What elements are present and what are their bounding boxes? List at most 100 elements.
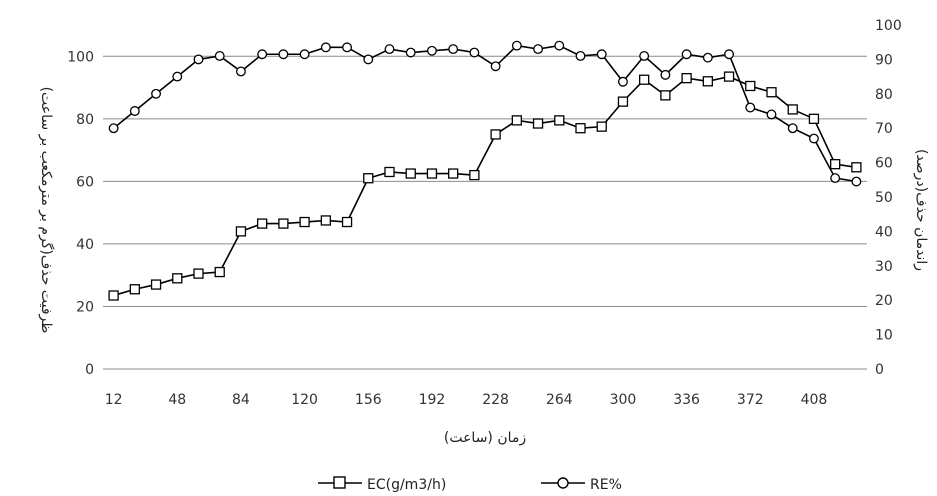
- data-point-square: [723, 71, 735, 82]
- data-point-circle: [766, 109, 777, 120]
- x-tick-label: 192: [419, 392, 446, 408]
- data-point-circle: [469, 47, 480, 58]
- y-right-tick-label: 80: [875, 87, 893, 103]
- x-tick-label: 84: [232, 392, 250, 408]
- data-point-square: [575, 123, 586, 134]
- data-point-circle: [320, 42, 331, 53]
- data-point-square: [851, 162, 862, 173]
- legend-item-re: RE%: [541, 477, 622, 493]
- data-point-square: [214, 266, 225, 278]
- x-tick-label: 408: [801, 392, 828, 408]
- data-point-circle: [384, 44, 395, 55]
- data-point-square: [341, 216, 353, 228]
- series-ec: [108, 71, 862, 301]
- data-point-circle: [490, 61, 501, 72]
- y-left-tick-labels: 0 20 40 60 80 100: [67, 49, 94, 378]
- x-tick-label: 48: [168, 392, 186, 408]
- data-point-circle: [702, 52, 713, 63]
- data-point-square: [490, 129, 501, 140]
- data-point-circle: [511, 40, 522, 51]
- data-point-square: [235, 226, 247, 237]
- x-tick-label: 156: [355, 392, 382, 408]
- legend-item-ec: EC(g/m3/h): [318, 476, 446, 493]
- series-layer: [108, 40, 862, 301]
- data-point-circle: [575, 51, 586, 61]
- data-point-circle: [151, 88, 162, 99]
- y-left-tick-label: 0: [85, 362, 94, 378]
- data-point-circle: [787, 123, 798, 134]
- data-point-square: [745, 80, 756, 92]
- data-point-square: [426, 168, 438, 179]
- data-point-square: [384, 166, 395, 178]
- y-right-tick-label: 60: [875, 156, 893, 172]
- y-right-tick-label: 0: [875, 362, 884, 378]
- data-point-circle: [129, 106, 140, 116]
- data-point-circle: [363, 54, 374, 65]
- data-point-square: [448, 168, 459, 179]
- data-point-square: [469, 169, 480, 181]
- data-point-circle: [172, 71, 183, 82]
- legend-circle-marker: [557, 477, 569, 489]
- data-point-circle: [851, 176, 862, 187]
- data-point-square: [702, 76, 713, 87]
- data-point-square: [193, 268, 204, 279]
- y-left-tick-label: 20: [76, 299, 94, 315]
- data-point-square: [660, 90, 671, 101]
- data-point-square: [320, 215, 331, 226]
- data-point-square: [681, 73, 692, 84]
- x-tick-label: 300: [610, 392, 637, 408]
- data-point-circle: [617, 76, 628, 87]
- data-point-square: [363, 173, 374, 184]
- data-point-circle: [808, 133, 819, 144]
- x-tick-label: 264: [546, 392, 573, 408]
- data-point-circle: [342, 42, 353, 53]
- data-point-square: [808, 113, 820, 124]
- y-right-tick-label: 90: [875, 52, 893, 68]
- data-point-circle: [426, 45, 437, 56]
- legend-label-ec: EC(g/m3/h): [367, 477, 446, 493]
- y-right-tick-label: 70: [875, 121, 893, 137]
- data-point-square: [278, 218, 289, 229]
- data-point-circle: [405, 47, 416, 58]
- data-point-square: [108, 290, 119, 301]
- data-point-circle: [554, 40, 565, 51]
- x-tick-label: 228: [482, 392, 509, 408]
- y-left-tick-label: 80: [76, 112, 94, 128]
- data-point-square: [554, 115, 565, 126]
- data-point-circle: [533, 44, 544, 55]
- data-point-square: [617, 96, 629, 107]
- data-point-square: [257, 218, 268, 229]
- data-point-circle: [235, 66, 246, 77]
- series-line: [113, 44, 857, 183]
- y-right-tick-label: 30: [875, 259, 893, 275]
- y-left-tick-label: 60: [76, 174, 94, 190]
- y-right-tick-label: 50: [875, 190, 893, 206]
- gridlines: [103, 55, 867, 307]
- legend-square-marker: [333, 476, 346, 489]
- x-tick-label: 336: [673, 392, 700, 408]
- y-right-axis-title: راندمان حذف(درصد): [913, 149, 929, 271]
- data-point-circle: [745, 102, 756, 113]
- y-right-tick-label: 20: [875, 293, 893, 309]
- series-re: [108, 40, 862, 187]
- x-tick-labels: 12 48 84 120 156 192 228 264 300 336 372 408: [105, 392, 828, 408]
- data-point-square: [299, 216, 310, 228]
- x-axis-title: زمان (ساعت): [444, 430, 526, 446]
- series-line: [113, 75, 857, 297]
- y-left-tick-label: 40: [76, 237, 94, 253]
- data-point-square: [766, 87, 777, 98]
- data-point-square: [172, 273, 183, 284]
- data-point-circle: [257, 49, 268, 60]
- data-point-circle: [448, 44, 459, 55]
- data-point-square: [511, 115, 522, 126]
- data-point-square: [150, 279, 162, 290]
- data-point-square: [639, 74, 650, 85]
- legend-label-re: RE%: [590, 477, 622, 493]
- x-tick-label: 372: [737, 392, 764, 408]
- data-point-circle: [639, 51, 650, 61]
- data-point-square: [596, 121, 607, 132]
- data-point-circle: [214, 51, 225, 61]
- data-point-square: [787, 104, 798, 115]
- data-point-circle: [108, 123, 119, 134]
- data-point-square: [129, 284, 140, 295]
